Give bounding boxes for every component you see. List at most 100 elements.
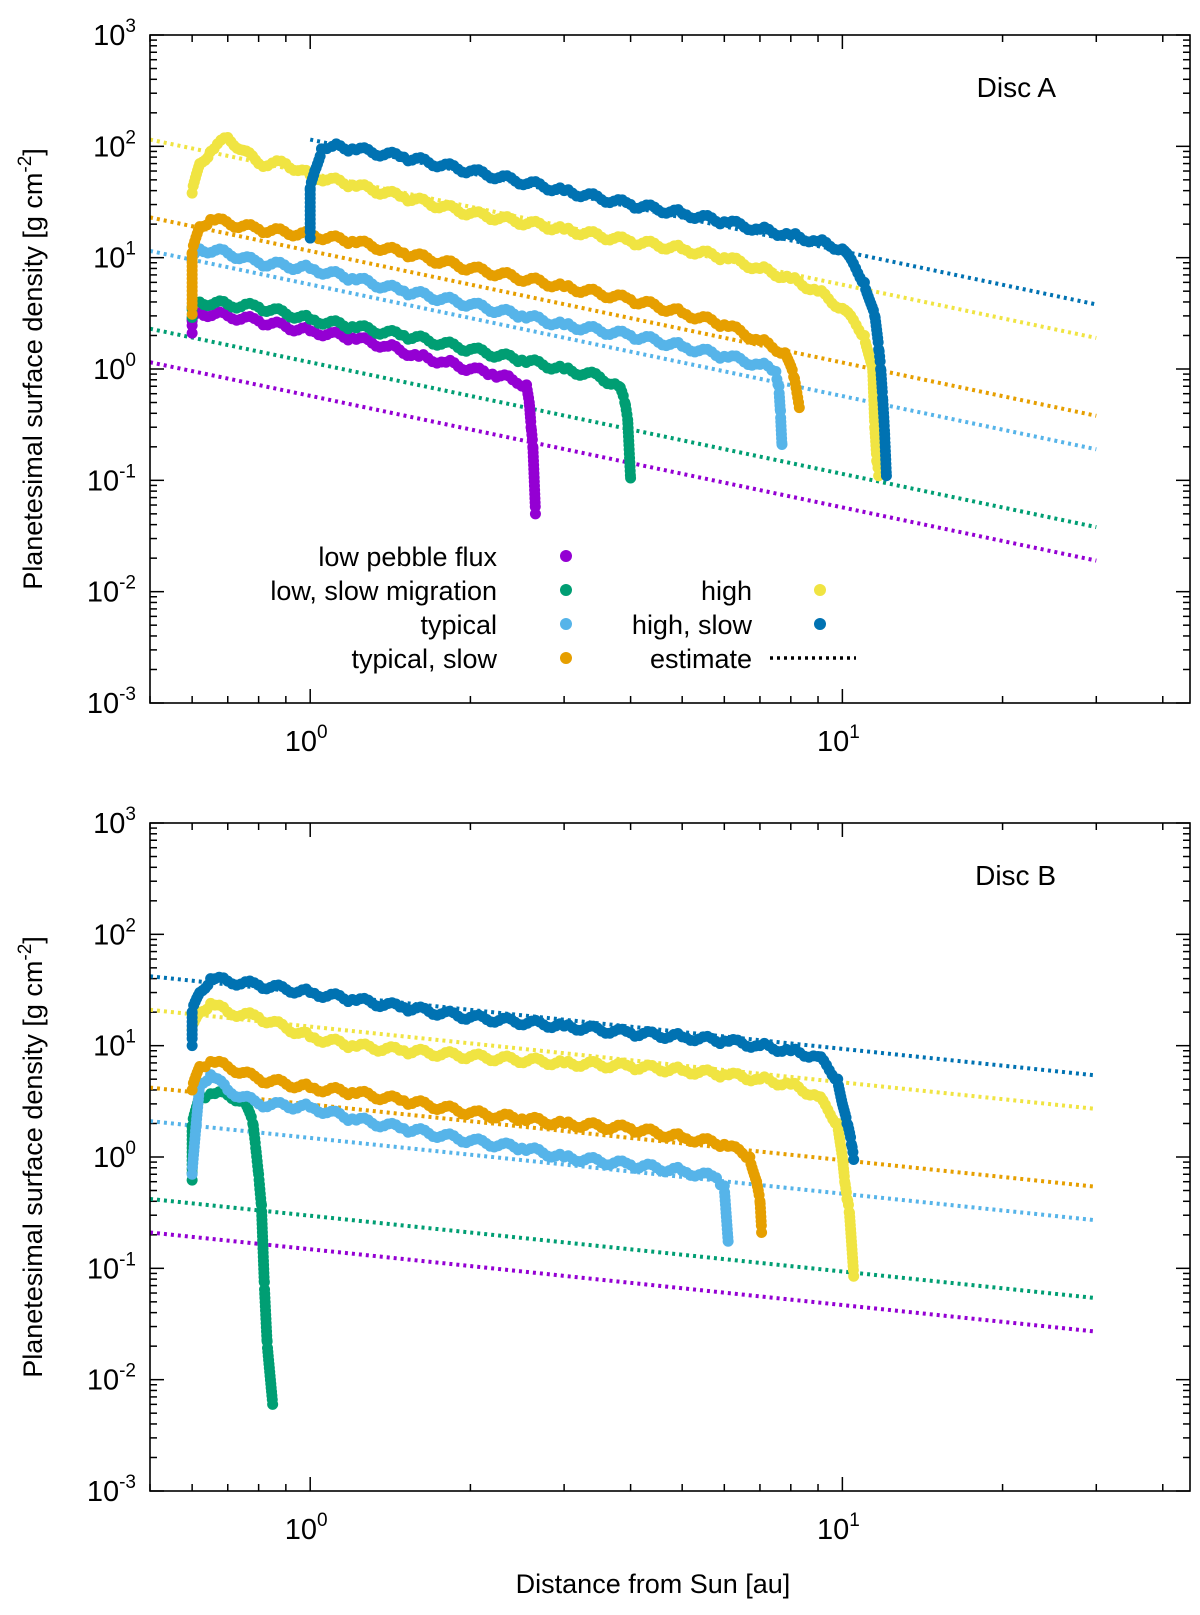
data-point [848, 1270, 860, 1282]
y-axis-title: Planetesimal surface density [g cm-2] [15, 936, 48, 1378]
y-ticks [150, 34, 1190, 704]
y-axis-title-exp: -2 [15, 156, 36, 173]
x-ticks [149, 823, 1164, 1491]
series-high-slow [304, 138, 892, 482]
y-axis-title-text: Planetesimal surface density [g cm [18, 961, 48, 1378]
y-tick-exp: 3 [125, 804, 136, 825]
data-point [848, 1153, 860, 1165]
legend-label: typical [420, 610, 497, 640]
legend-marker [814, 584, 826, 596]
estimate-line [150, 1007, 1097, 1111]
y-tick-base: 10 [93, 20, 125, 52]
y-tick-base: 10 [87, 688, 119, 720]
series-typical [186, 243, 788, 450]
data-point [529, 508, 541, 520]
plot-frame [149, 34, 1191, 704]
x-tick-base: 10 [285, 1514, 317, 1546]
legend-label: low, slow migration [270, 576, 497, 606]
y-tick-label: 102 [93, 915, 136, 951]
estimate-line [150, 1230, 1097, 1334]
estimate-line [150, 248, 1097, 452]
legend-marker [560, 584, 572, 596]
y-tick-base: 10 [93, 1031, 125, 1063]
series-points [186, 971, 860, 1410]
estimate-line [150, 360, 1097, 563]
legend-label: high [701, 576, 752, 606]
x-tick-label: 101 [817, 722, 860, 758]
legend: low pebble flux low, slow migration typica… [270, 542, 856, 674]
legend-label: typical, slow [351, 644, 497, 674]
y-tick-label: 100 [93, 1138, 136, 1174]
y-tick-exp: 3 [125, 16, 136, 37]
x-tick-exp: 1 [849, 722, 860, 743]
series-low-pebble-flux [186, 306, 541, 520]
plot-frame [149, 822, 1191, 1492]
data-point [776, 438, 788, 450]
x-tick-base: 10 [285, 726, 317, 758]
y-axis-title-end: ] [18, 936, 48, 944]
y-tick-exp: -1 [119, 1249, 136, 1270]
y-tick-label: 10-3 [87, 1472, 136, 1508]
y-tick-exp: -3 [119, 684, 136, 705]
x-tick-base: 10 [817, 1514, 849, 1546]
y-tick-label: 103 [93, 804, 136, 840]
y-tick-exp: 0 [125, 350, 136, 371]
series-typical [186, 1069, 734, 1247]
data-point [722, 1235, 734, 1247]
y-axis-title-text: Planetesimal surface density [g cm [18, 173, 48, 590]
y-tick-exp: -2 [119, 573, 136, 594]
y-axis-title-exp: -2 [15, 944, 36, 961]
y-tick-base: 10 [87, 1253, 119, 1285]
estimate-line [150, 974, 1097, 1078]
legend-marker [814, 618, 826, 630]
y-tick-base: 10 [87, 577, 119, 609]
y-tick-exp: 2 [125, 915, 136, 936]
y-tick-label: 102 [93, 127, 136, 163]
x-tick-label: 101 [817, 1510, 860, 1546]
x-axis-title: Distance from Sun [au] [516, 1569, 791, 1599]
legend-marker [560, 652, 572, 664]
y-ticks [150, 822, 1190, 1492]
y-tick-base: 10 [93, 919, 125, 951]
y-tick-exp: -3 [119, 1472, 136, 1493]
y-tick-label: 103 [93, 16, 136, 52]
series-points [186, 132, 892, 520]
y-tick-exp: 2 [125, 127, 136, 148]
y-tick-label: 10-1 [87, 1249, 136, 1285]
estimate-line [150, 1196, 1097, 1301]
y-tick-exp: -1 [119, 461, 136, 482]
y-tick-exp: -2 [119, 1361, 136, 1382]
y-axis-title: Planetesimal surface density [g cm-2] [15, 148, 48, 590]
x-tick-base: 10 [817, 726, 849, 758]
x-ticks [149, 35, 1164, 703]
x-tick-exp: 1 [849, 1510, 860, 1531]
y-tick-label: 101 [93, 1027, 136, 1063]
data-point [756, 1226, 768, 1238]
series-high [186, 132, 885, 482]
y-tick-base: 10 [93, 354, 125, 386]
y-tick-exp: 1 [125, 1027, 136, 1048]
series-low-slow-migration [186, 295, 637, 484]
legend-marker [560, 550, 572, 562]
y-tick-base: 10 [93, 1142, 125, 1174]
y-tick-base: 10 [87, 465, 119, 497]
legend-label: low pebble flux [318, 542, 497, 572]
legend-marker [560, 618, 572, 630]
y-tick-label: 10-1 [87, 461, 136, 497]
y-tick-label: 100 [93, 350, 136, 386]
estimate-lines [150, 974, 1097, 1334]
panel-label: Disc A [977, 72, 1057, 103]
y-axis-title-end: ] [18, 148, 48, 156]
x-tick-exp: 0 [317, 1510, 328, 1531]
panel-label: Disc B [975, 860, 1056, 891]
legend-label: high, slow [632, 610, 753, 640]
y-tick-label: 10-2 [87, 1361, 136, 1397]
data-point [625, 472, 637, 484]
x-tick-label: 100 [285, 722, 328, 758]
data-point [267, 1398, 279, 1410]
y-tick-exp: 0 [125, 1138, 136, 1159]
y-tick-base: 10 [93, 808, 125, 840]
y-tick-base: 10 [93, 243, 125, 275]
